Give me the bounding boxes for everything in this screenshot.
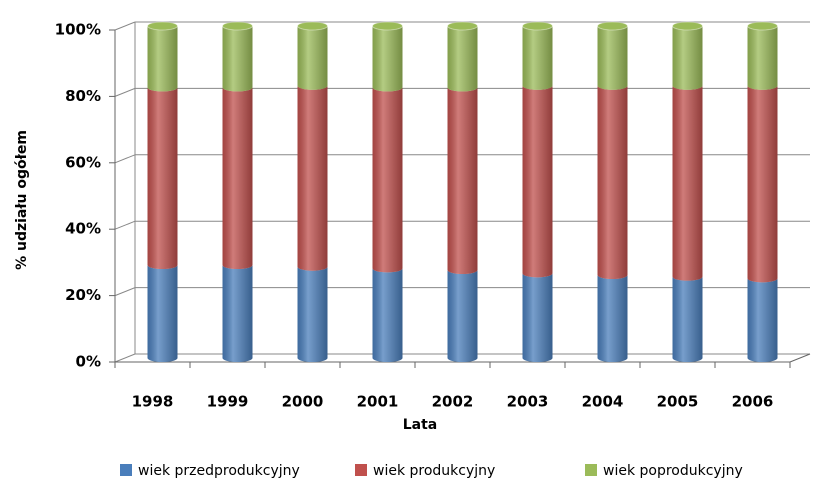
bar-cap: [372, 21, 403, 31]
y-tick-label: 40%: [65, 220, 101, 238]
grid-line: [114, 154, 136, 164]
bar-shade: [672, 26, 703, 90]
x-tick-label: 2000: [282, 393, 324, 411]
bar-shade: [597, 85, 628, 279]
y-tick-label: 20%: [65, 286, 101, 304]
bar-shade: [447, 87, 478, 275]
bar-shade: [522, 273, 553, 362]
y-tick-label: 80%: [65, 87, 101, 105]
x-tick-label: 2005: [657, 393, 699, 411]
bar-cap: [447, 21, 478, 31]
bar-shade: [447, 26, 478, 92]
grid-line: [114, 21, 136, 31]
x-tick-label: 2003: [507, 393, 549, 411]
bar-shade: [747, 26, 778, 90]
floor-edge: [789, 353, 811, 363]
bar-shade: [597, 275, 628, 362]
bar-cap: [297, 21, 328, 31]
x-tick-label: 1999: [207, 393, 249, 411]
bar-shade: [747, 278, 778, 362]
x-tick-label: 2002: [432, 393, 474, 411]
bar-shade: [297, 85, 328, 271]
bar-shade: [222, 26, 253, 92]
bar-shade: [747, 85, 778, 283]
x-tick-label: 2004: [582, 393, 624, 411]
y-tick-label: 100%: [55, 21, 101, 39]
bar-shade: [672, 85, 703, 281]
bar-shade: [372, 87, 403, 273]
x-tick-label: 2001: [357, 393, 399, 411]
bar-shade: [147, 265, 178, 362]
bar-cap: [522, 21, 553, 31]
grid-line: [114, 220, 136, 230]
legend-label: wiek poprodukcyjny: [603, 463, 743, 479]
bar-shade: [597, 26, 628, 90]
bar-shade: [447, 270, 478, 362]
bar-shade: [672, 276, 703, 362]
grid-line: [114, 87, 136, 97]
bar-cap: [147, 21, 178, 31]
grid-line: [114, 353, 136, 363]
legend-label: wiek przedprodukcyjny: [138, 463, 300, 479]
bar-shade: [522, 26, 553, 90]
x-tick-label: 1998: [132, 393, 174, 411]
bar-shade: [297, 266, 328, 362]
bar-cap: [222, 21, 253, 31]
bar-cap: [747, 21, 778, 31]
y-tick-label: 60%: [65, 153, 101, 171]
bar-cap: [672, 21, 703, 31]
x-axis-label: Lata: [403, 417, 438, 433]
bar-shade: [222, 265, 253, 362]
bar-shade: [222, 87, 253, 270]
x-tick-label: 2006: [732, 393, 774, 411]
y-tick-label: 0%: [76, 353, 101, 371]
bar-shade: [147, 87, 178, 270]
grid-line: [114, 287, 136, 297]
bar-shade: [147, 26, 178, 92]
bar-shade: [372, 268, 403, 362]
legend-swatch: [585, 464, 597, 476]
y-axis-label: % udziału ogółem: [14, 130, 30, 270]
legend-swatch: [355, 464, 367, 476]
legend-swatch: [120, 464, 132, 476]
bar-shade: [297, 26, 328, 90]
bar-shade: [522, 85, 553, 278]
legend-label: wiek produkcyjny: [373, 463, 495, 479]
bar-cap: [597, 21, 628, 31]
bar-shade: [372, 26, 403, 92]
